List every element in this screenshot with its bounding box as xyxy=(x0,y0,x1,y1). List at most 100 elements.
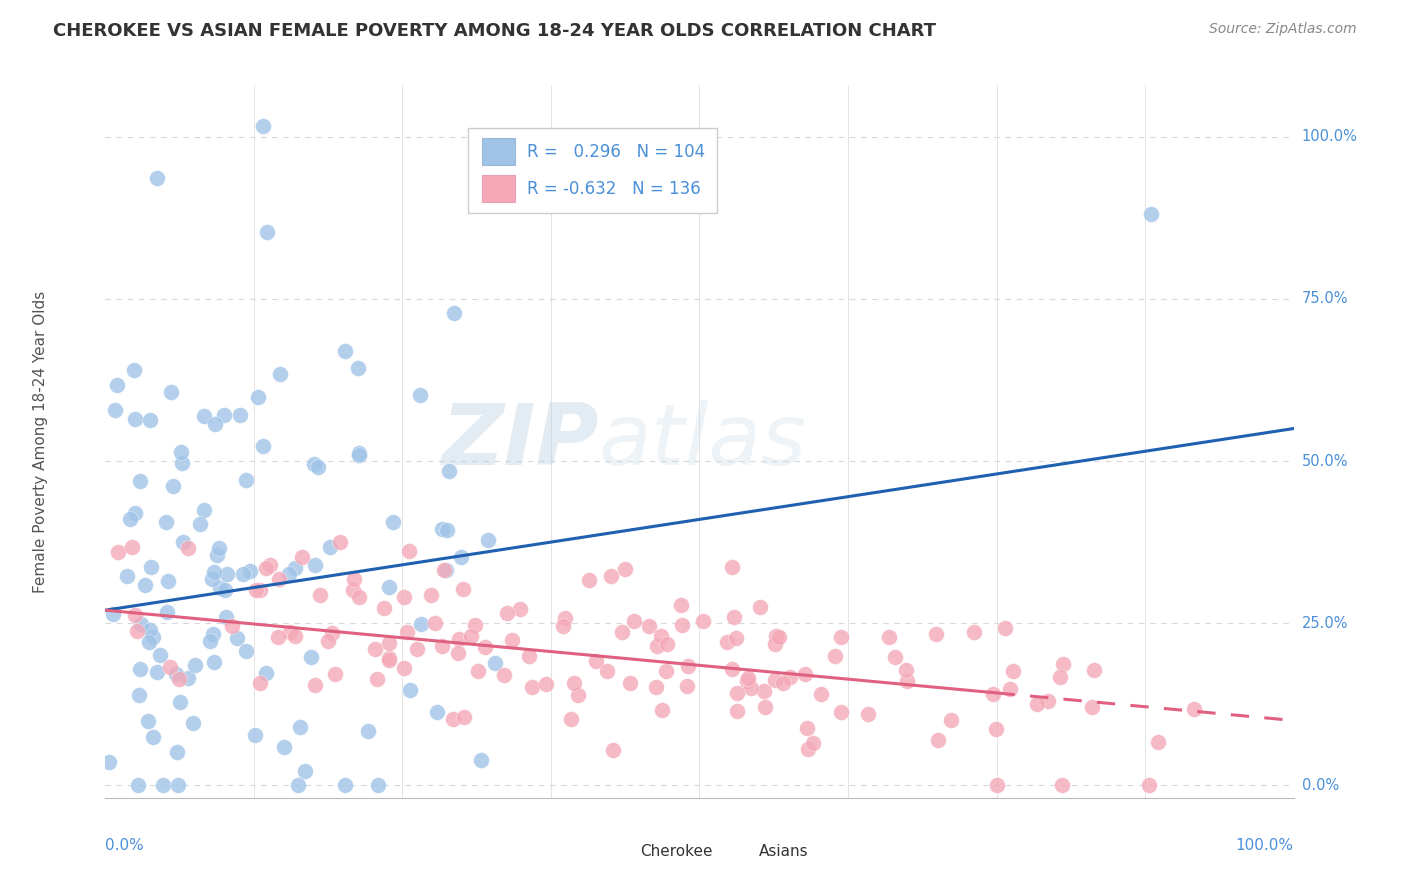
FancyBboxPatch shape xyxy=(468,128,717,213)
Point xyxy=(104,403,127,417)
Point xyxy=(378,636,401,650)
Point xyxy=(1137,778,1160,792)
Point xyxy=(291,550,314,565)
Point xyxy=(676,658,699,673)
Point xyxy=(610,625,633,640)
Point xyxy=(858,706,880,721)
Point xyxy=(235,473,257,487)
Point xyxy=(117,569,139,583)
Point xyxy=(152,778,174,792)
Point xyxy=(97,755,120,769)
Point xyxy=(202,565,225,579)
Point xyxy=(443,306,465,320)
Text: atlas: atlas xyxy=(599,400,807,483)
Point xyxy=(167,778,190,792)
Point xyxy=(409,387,432,401)
Point xyxy=(585,654,607,668)
Point xyxy=(302,457,325,471)
Point xyxy=(716,635,738,649)
Point xyxy=(229,409,252,423)
Point xyxy=(671,618,693,632)
Text: 100.0%: 100.0% xyxy=(1236,838,1294,853)
Point xyxy=(177,541,200,555)
Point xyxy=(166,745,188,759)
Point xyxy=(299,649,322,664)
Point xyxy=(343,572,366,586)
Point xyxy=(103,607,125,621)
Point xyxy=(647,640,669,654)
Point xyxy=(517,648,540,663)
Point xyxy=(896,664,918,678)
Text: Source: ZipAtlas.com: Source: ZipAtlas.com xyxy=(1209,22,1357,37)
Point xyxy=(768,630,790,644)
Point xyxy=(1036,694,1059,708)
Point xyxy=(941,713,963,727)
Point xyxy=(433,563,456,577)
Point xyxy=(754,700,776,714)
Point xyxy=(432,522,454,536)
Point xyxy=(884,650,907,665)
Point xyxy=(986,778,1008,792)
Point xyxy=(284,629,307,643)
Point xyxy=(287,778,309,792)
Point xyxy=(170,456,193,470)
Point xyxy=(1146,735,1168,749)
Point xyxy=(446,646,468,660)
Point xyxy=(470,753,492,767)
Point xyxy=(578,574,600,588)
Point xyxy=(763,673,786,687)
Point xyxy=(740,681,762,695)
Point xyxy=(509,601,531,615)
Point xyxy=(346,361,368,376)
Point xyxy=(129,617,152,632)
Point xyxy=(669,599,692,613)
Point xyxy=(1052,657,1074,671)
Point xyxy=(193,503,215,517)
Point xyxy=(215,610,238,624)
Point xyxy=(962,624,984,639)
Point xyxy=(193,409,215,423)
Point xyxy=(765,629,787,643)
Point xyxy=(162,479,184,493)
Point xyxy=(183,658,205,673)
Point xyxy=(342,582,364,597)
Point xyxy=(217,566,239,581)
Point xyxy=(267,572,290,586)
Point xyxy=(824,649,846,664)
Point xyxy=(159,660,181,674)
Point xyxy=(796,721,818,735)
Point xyxy=(720,662,742,676)
Point xyxy=(692,614,714,628)
Point xyxy=(801,736,824,750)
Point xyxy=(172,535,194,549)
Point xyxy=(155,516,177,530)
Bar xyxy=(482,138,516,165)
Point xyxy=(202,655,225,669)
Point xyxy=(494,667,516,681)
Point xyxy=(221,618,243,632)
Point xyxy=(925,626,948,640)
Point xyxy=(252,439,274,453)
Point xyxy=(721,559,744,574)
Point xyxy=(560,713,582,727)
Text: 50.0%: 50.0% xyxy=(1302,453,1348,468)
Point xyxy=(927,732,949,747)
Point xyxy=(307,460,329,475)
Point xyxy=(420,588,443,602)
Point xyxy=(477,533,499,547)
Point xyxy=(378,653,401,667)
Point xyxy=(748,599,770,614)
Point xyxy=(484,656,506,670)
Point xyxy=(1140,207,1163,221)
Point xyxy=(434,563,457,577)
Point xyxy=(247,390,270,404)
Point xyxy=(167,672,190,686)
Point xyxy=(357,724,380,739)
Point xyxy=(139,560,162,574)
Point xyxy=(214,582,236,597)
Point xyxy=(309,588,332,602)
Point xyxy=(121,540,143,554)
Point xyxy=(395,624,418,639)
Point xyxy=(321,626,343,640)
Point xyxy=(453,710,475,724)
